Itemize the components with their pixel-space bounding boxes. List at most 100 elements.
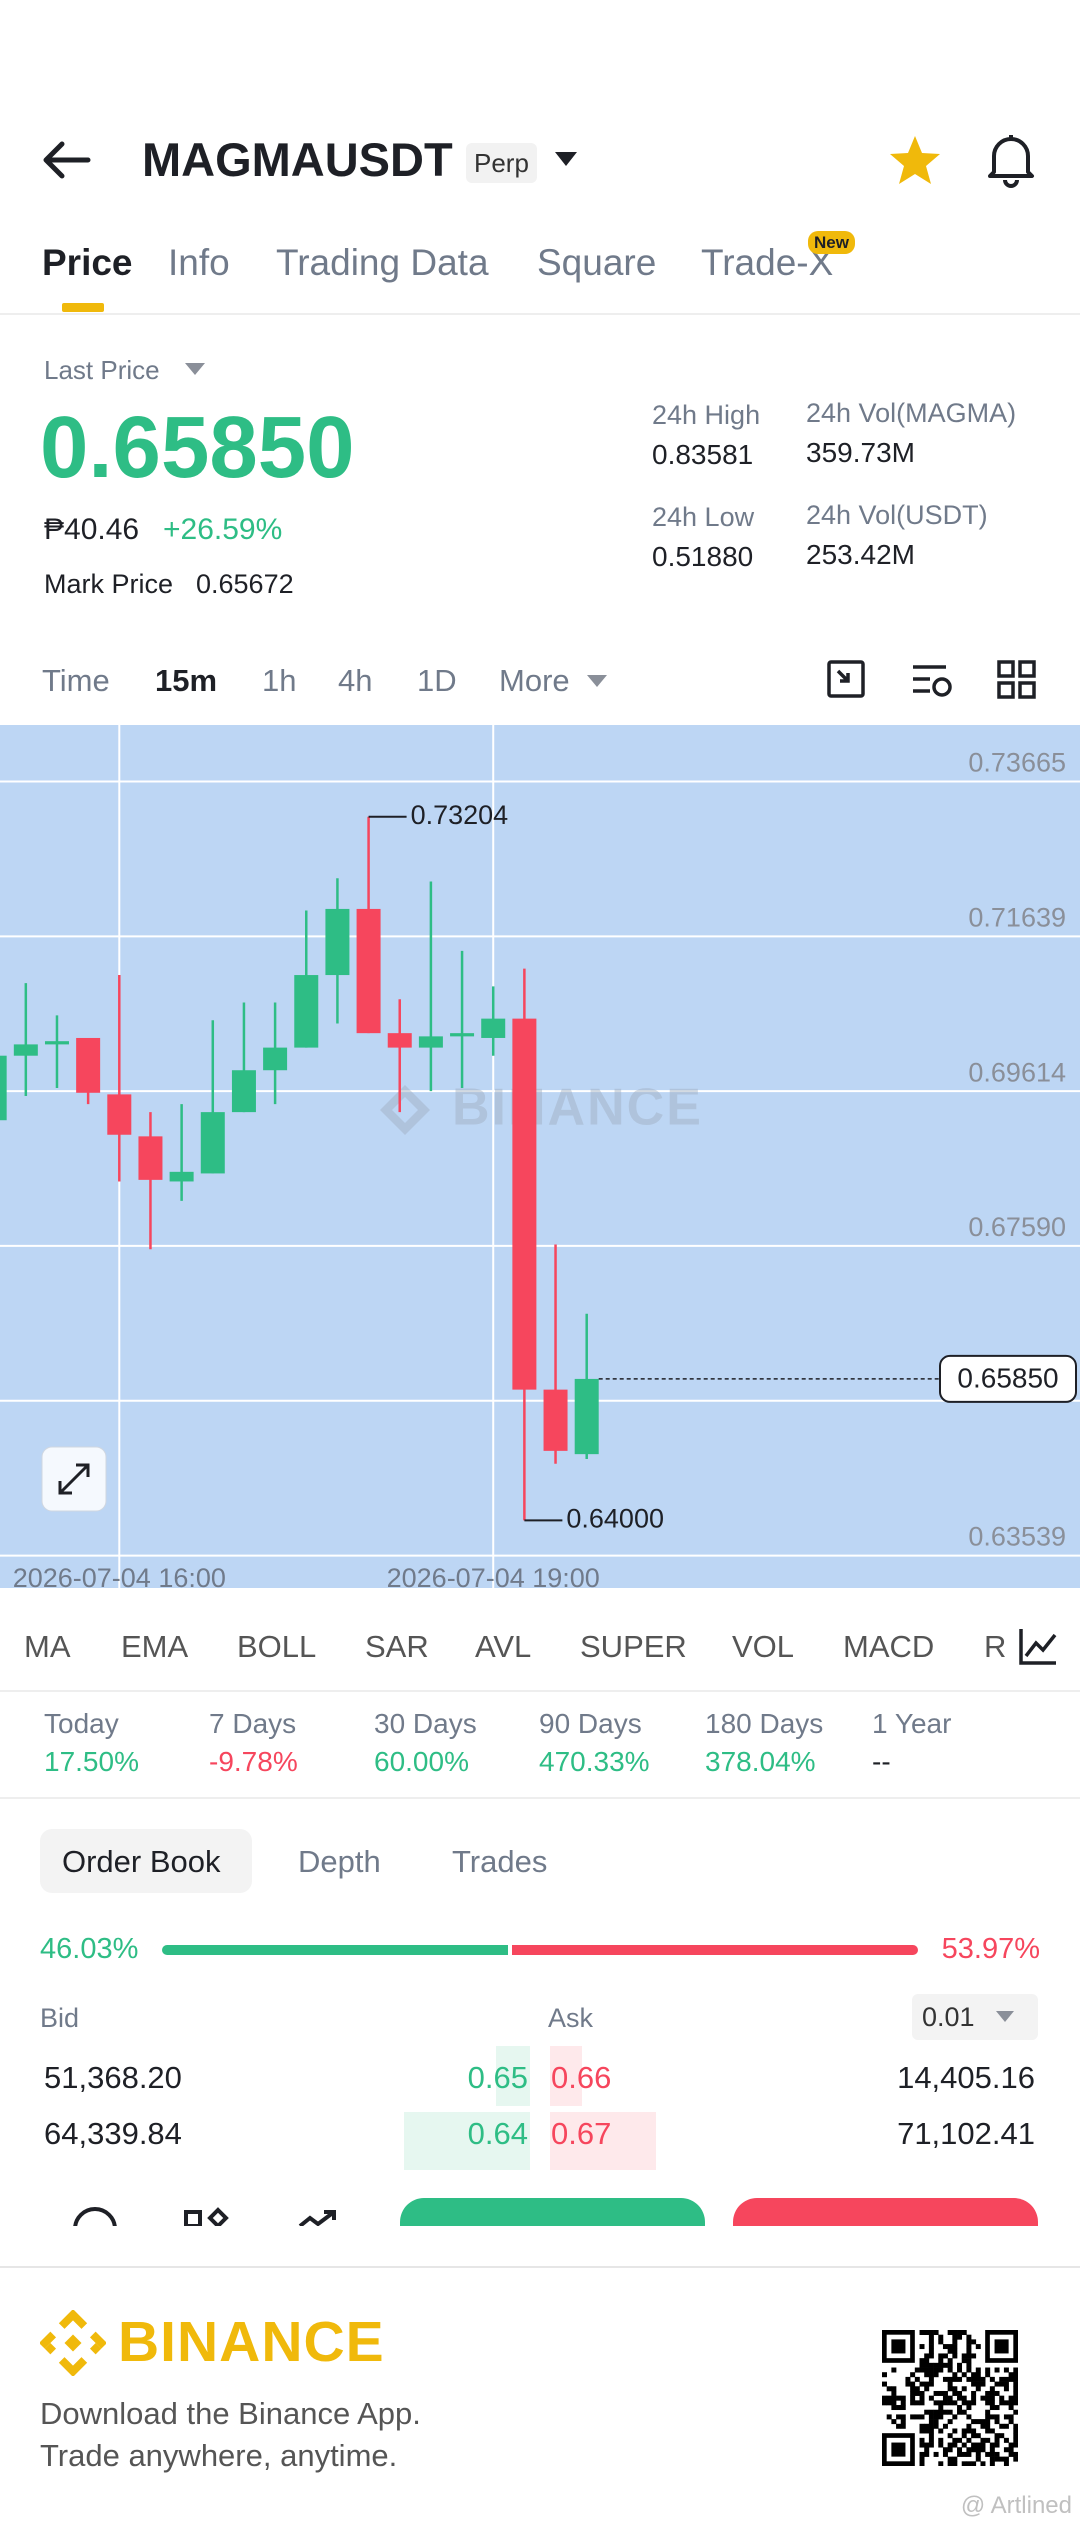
- candlestick-chart: 0.736650.716390.696140.675900.655650.635…: [0, 725, 1080, 1593]
- order-book-tab[interactable]: Order Book: [62, 1844, 221, 1879]
- qr-module: [1003, 2447, 1009, 2453]
- qr-module: [952, 2437, 958, 2443]
- qr-module: [933, 2400, 939, 2406]
- indicator[interactable]: EMA: [121, 1629, 189, 1664]
- qr-module: [1013, 2423, 1018, 2429]
- qr-module: [961, 2386, 967, 2392]
- interval[interactable]: 4h: [338, 663, 373, 698]
- tab[interactable]: Info: [168, 242, 230, 283]
- interval[interactable]: 1h: [262, 663, 297, 698]
- qr-module: [947, 2433, 953, 2439]
- indicator[interactable]: RSI: [984, 1629, 1005, 1664]
- buy-button[interactable]: [400, 2198, 705, 2226]
- qr-module: [971, 2390, 977, 2396]
- qr-module: [952, 2339, 958, 2345]
- indicator[interactable]: AVL: [475, 1629, 532, 1664]
- qr-module: [914, 2386, 920, 2392]
- qr-module: [933, 2419, 939, 2425]
- qr-module: [928, 2433, 934, 2439]
- qr-module: [947, 2419, 953, 2425]
- indicator[interactable]: SAR: [365, 1629, 429, 1664]
- qr-module: [961, 2442, 967, 2448]
- chart-settings-icon[interactable]: [826, 659, 868, 701]
- qr-module: [947, 2358, 953, 2364]
- qr-module: [999, 2400, 1005, 2406]
- indicator[interactable]: SUPER: [580, 1629, 687, 1664]
- qr-module: [919, 2358, 925, 2364]
- tab[interactable]: Square: [537, 242, 657, 283]
- qr-module: [928, 2381, 934, 2387]
- indicator[interactable]: MACD: [843, 1629, 935, 1664]
- interval[interactable]: Time: [42, 663, 110, 698]
- x-tick-label: 2026-07-04 16:00: [13, 1563, 226, 1593]
- action-icon[interactable]: [294, 2204, 344, 2226]
- qr-module: [1003, 2456, 1009, 2462]
- indicator[interactable]: VOL: [732, 1629, 795, 1664]
- qr-module: [933, 2414, 939, 2420]
- qr-module: [989, 2390, 995, 2396]
- qr-module: [961, 2433, 967, 2439]
- candle-body: [512, 1018, 537, 1390]
- sell-button[interactable]: [733, 2198, 1038, 2226]
- banner-line: Download the Binance App.: [40, 2396, 421, 2431]
- qr-module: [886, 2395, 892, 2401]
- perp-badge: Perp: [466, 143, 537, 183]
- qr-module: [919, 2423, 925, 2429]
- interval[interactable]: More: [499, 663, 570, 698]
- tab[interactable]: Trading Data: [276, 242, 489, 283]
- indicator-chart-icon[interactable]: [1018, 1626, 1058, 1666]
- qr-module: [1013, 2437, 1018, 2443]
- candle-body: [574, 1378, 599, 1455]
- interval[interactable]: 15m: [155, 663, 218, 698]
- qr-module: [961, 2353, 967, 2359]
- qr-module: [1013, 2390, 1018, 2396]
- qr-module: [980, 2461, 986, 2466]
- candle-body: [138, 1136, 163, 1180]
- interval[interactable]: 1D: [417, 663, 457, 698]
- qr-module: [924, 2362, 930, 2368]
- qr-module: [985, 2423, 991, 2429]
- tab[interactable]: Price: [42, 242, 133, 283]
- qr-module: [900, 2414, 906, 2420]
- indicator-settings-icon[interactable]: [910, 659, 954, 701]
- qr-module: [957, 2395, 963, 2401]
- qr-module: [900, 2405, 906, 2411]
- last-price-dropdown[interactable]: [184, 362, 206, 376]
- layout-icon[interactable]: [996, 659, 1038, 701]
- qr-module: [966, 2358, 972, 2364]
- period-value: 60.00%: [374, 1746, 469, 1777]
- qr-module: [914, 2376, 920, 2382]
- qr-module: [952, 2390, 958, 2396]
- brand: BINANCE: [118, 2310, 385, 2374]
- action-icon[interactable]: [70, 2204, 120, 2226]
- precision-select[interactable]: [912, 1994, 1038, 2040]
- qr-module: [975, 2419, 981, 2425]
- extreme-label: 0.73204: [411, 800, 509, 830]
- action-icon[interactable]: [182, 2204, 232, 2226]
- extreme-label: 0.64000: [566, 1503, 664, 1533]
- qr-module: [933, 2372, 939, 2378]
- qr-module: [966, 2376, 972, 2382]
- period-label: 1 Year: [872, 1708, 952, 1739]
- indicator[interactable]: MA: [24, 1629, 71, 1664]
- candle-body: [0, 1055, 7, 1121]
- alert-bell[interactable]: [984, 132, 1038, 188]
- qr-module: [924, 2386, 930, 2392]
- qr-module: [975, 2381, 981, 2387]
- symbol-dropdown[interactable]: [553, 150, 579, 168]
- last-price-label: Last Price: [44, 355, 160, 385]
- precision-dropdown[interactable]: [995, 2010, 1015, 2023]
- fullscreen-button[interactable]: [41, 1446, 107, 1512]
- back-arrow[interactable]: [40, 138, 92, 182]
- indicator[interactable]: BOLL: [237, 1629, 317, 1664]
- qr-module: [924, 2447, 930, 2453]
- qr-module: [994, 2405, 1000, 2411]
- more-dropdown[interactable]: [586, 674, 608, 688]
- favorite-star[interactable]: [888, 134, 942, 186]
- order-book-tab[interactable]: Trades: [452, 1844, 548, 1879]
- qr-module: [975, 2451, 981, 2457]
- order-book-tab[interactable]: Depth: [298, 1844, 381, 1879]
- qr-module: [966, 2348, 972, 2354]
- candle-body: [13, 1044, 38, 1056]
- qr-module: [919, 2330, 925, 2335]
